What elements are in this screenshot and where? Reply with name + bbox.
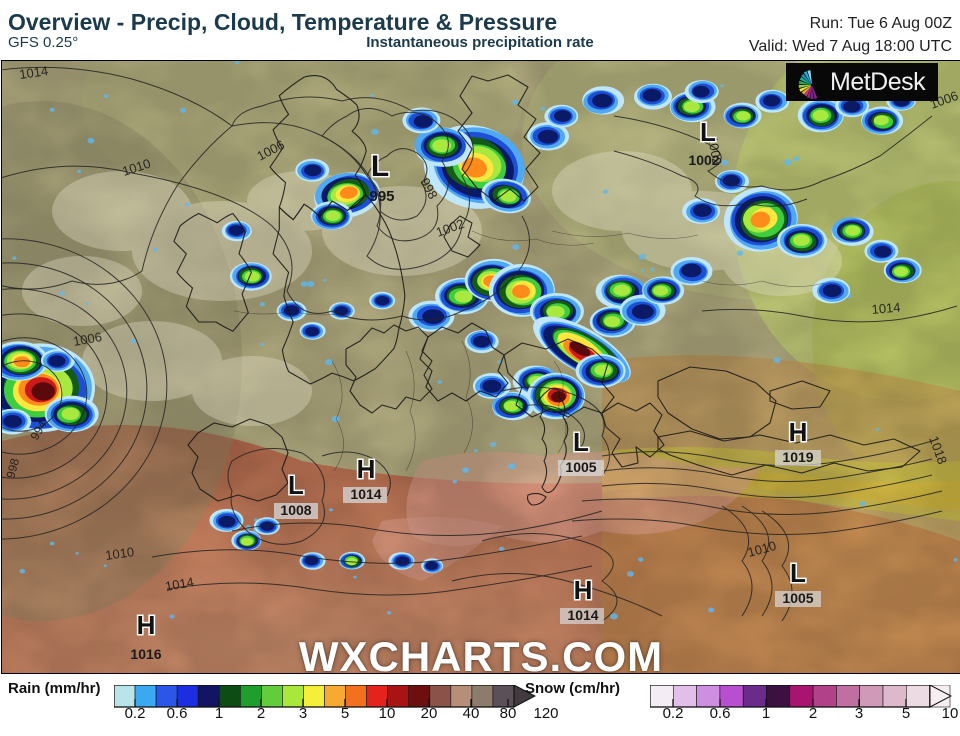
svg-text:1014: 1014 xyxy=(567,607,598,623)
svg-text:L: L xyxy=(573,427,589,457)
svg-text:H: H xyxy=(789,417,808,447)
svg-text:1002: 1002 xyxy=(688,152,719,168)
svg-text:H: H xyxy=(357,454,376,484)
svg-text:1014: 1014 xyxy=(871,300,901,317)
svg-text:L: L xyxy=(790,558,806,588)
svg-text:L: L xyxy=(288,470,304,500)
svg-text:1019: 1019 xyxy=(782,449,813,465)
svg-text:L: L xyxy=(700,117,716,147)
svg-text:1014: 1014 xyxy=(350,486,381,502)
svg-text:L: L xyxy=(371,150,389,183)
svg-text:H: H xyxy=(574,575,593,605)
svg-text:1005: 1005 xyxy=(565,459,596,475)
svg-text:1008: 1008 xyxy=(280,502,311,518)
svg-text:995: 995 xyxy=(369,188,394,205)
svg-text:1005: 1005 xyxy=(782,590,813,606)
